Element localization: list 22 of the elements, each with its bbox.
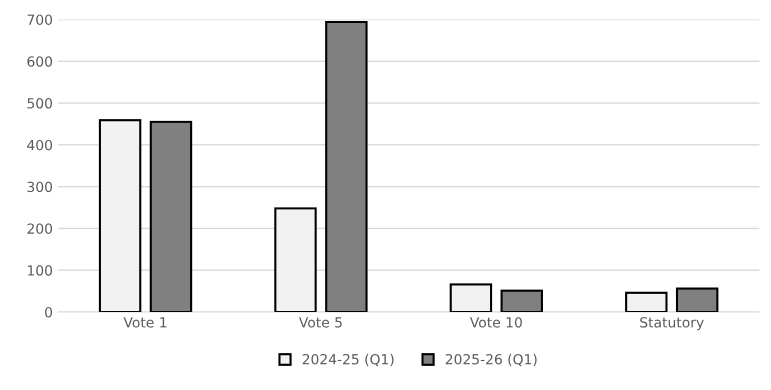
bar [98,119,142,312]
y-tick-label: 600 [27,56,52,67]
y-tick-label: 700 [28,14,52,25]
y-tick-label: 0 [45,306,52,318]
bar [274,207,317,312]
bar [676,288,718,312]
legend-label: 2025-26 (Q1) [446,354,537,366]
x-tick-label: Vote 1 [124,317,166,328]
bar [325,20,368,312]
x-tick-label: Statutory [640,317,704,330]
y-tick-label: 200 [27,223,52,234]
bar [450,283,492,312]
y-tick-label: 300 [28,182,52,192]
x-tick-label: Vote 10 [470,317,522,328]
y-tick-label: 400 [27,140,52,150]
bar [625,292,668,312]
bar [500,290,543,312]
legend-label: 2024-25 (Q1) [302,354,394,366]
y-tick-label: 100 [28,265,52,276]
y-tick-label: 500 [28,98,52,109]
bar [150,120,192,312]
x-tick-label: Vote 5 [298,317,342,328]
